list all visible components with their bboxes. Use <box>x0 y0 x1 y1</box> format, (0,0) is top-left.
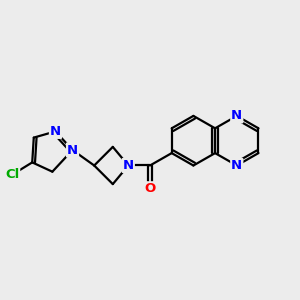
Text: N: N <box>50 125 61 138</box>
Text: N: N <box>231 110 242 122</box>
Text: N: N <box>123 159 134 172</box>
Text: O: O <box>144 182 156 195</box>
Text: Cl: Cl <box>5 168 19 181</box>
Text: N: N <box>231 159 242 172</box>
Text: N: N <box>67 143 78 157</box>
